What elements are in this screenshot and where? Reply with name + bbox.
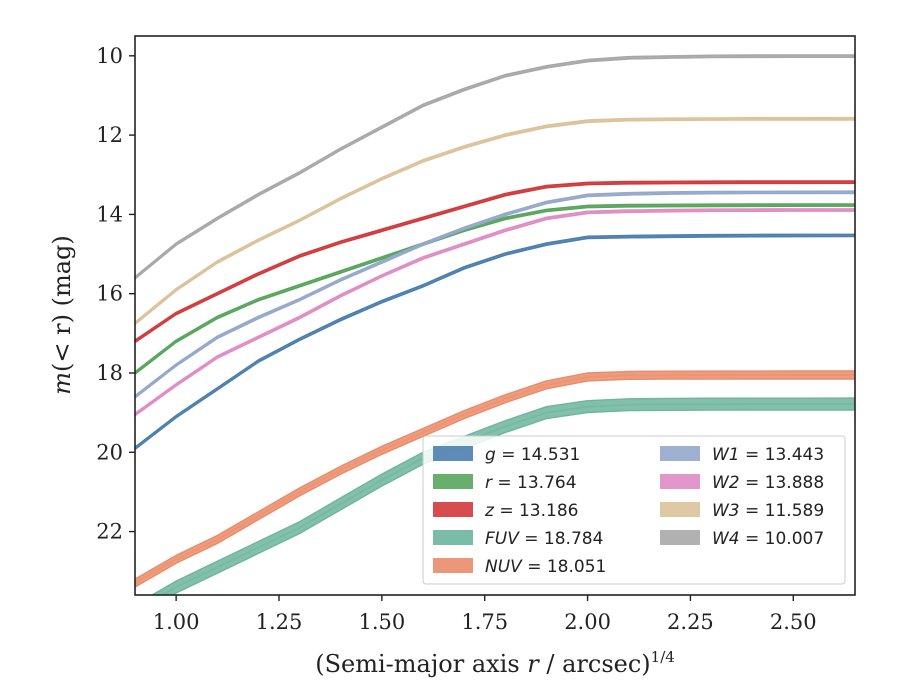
series-z-band bbox=[135, 180, 855, 344]
legend-swatch-nuv bbox=[433, 558, 473, 573]
series-w4-band bbox=[135, 54, 855, 280]
series-w4-line bbox=[135, 55, 855, 279]
legend: g = 14.531 r = 13.764 z = 13.186 FUV = 18.7… bbox=[422, 435, 846, 585]
x-tick-label: 1.25 bbox=[256, 610, 303, 634]
x-tick-label: 2.50 bbox=[770, 610, 817, 634]
axes-frame bbox=[134, 35, 856, 596]
series-r-line bbox=[135, 204, 855, 374]
series-fuv-band bbox=[150, 397, 855, 595]
series-g-line bbox=[135, 234, 855, 450]
series-g-band bbox=[135, 233, 855, 451]
legend-label-w2: W2 = 13.888 bbox=[712, 473, 824, 493]
x-axis-label: (Semi-major axis r / arcsec)1/4 bbox=[315, 648, 675, 678]
x-tick-label: 2.00 bbox=[564, 610, 611, 634]
x-tick-label: 2.25 bbox=[667, 610, 714, 634]
y-tick-label: 20 bbox=[96, 440, 123, 464]
legend-label-z: z = 13.186 bbox=[484, 501, 578, 521]
series-w1-band bbox=[135, 190, 855, 399]
legend-swatch-w2 bbox=[660, 474, 700, 489]
x-axis: 1.00 1.25 1.50 1.75 2.00 2.25 2.50 bbox=[153, 595, 817, 634]
legend-swatch-z bbox=[433, 502, 473, 517]
legend-label-w3: W3 = 11.589 bbox=[712, 501, 824, 521]
x-tick-label: 1.75 bbox=[461, 610, 508, 634]
series-w2-line bbox=[135, 209, 855, 416]
series-r-band bbox=[135, 203, 855, 376]
legend-label-w4: W4 = 10.007 bbox=[712, 529, 824, 549]
y-tick-label: 14 bbox=[96, 202, 123, 226]
series-w2-band bbox=[135, 208, 855, 417]
y-axis: 10 12 14 16 18 20 22 bbox=[96, 44, 135, 544]
plot-area bbox=[135, 54, 855, 595]
y-tick-label: 22 bbox=[96, 520, 123, 544]
x-tick-label: 1.50 bbox=[358, 610, 405, 634]
legend-frame bbox=[422, 435, 846, 585]
series-nuv-band bbox=[135, 370, 855, 588]
y-tick-label: 18 bbox=[96, 361, 123, 385]
y-tick-label: 10 bbox=[96, 44, 123, 68]
x-tick-label: 1.00 bbox=[153, 610, 200, 634]
y-tick-label: 16 bbox=[96, 282, 123, 306]
y-tick-label: 12 bbox=[96, 123, 123, 147]
legend-swatch-fuv bbox=[433, 530, 473, 545]
legend-label-r: r = 13.764 bbox=[485, 473, 577, 493]
series-w3-band bbox=[135, 116, 855, 326]
legend-swatch-w1 bbox=[660, 446, 700, 461]
legend-label-fuv: FUV = 18.784 bbox=[485, 529, 603, 549]
y-axis-label: m(< r) (mag) bbox=[48, 235, 76, 395]
legend-swatch-r bbox=[433, 474, 473, 489]
legend-label-nuv: NUV = 18.051 bbox=[485, 557, 606, 577]
legend-label-w1: W1 = 13.443 bbox=[712, 445, 824, 465]
legend-label-g: g = 14.531 bbox=[485, 445, 580, 465]
legend-swatch-g bbox=[433, 446, 473, 461]
legend-swatch-w3 bbox=[660, 502, 700, 517]
legend-swatch-w4 bbox=[660, 530, 700, 545]
